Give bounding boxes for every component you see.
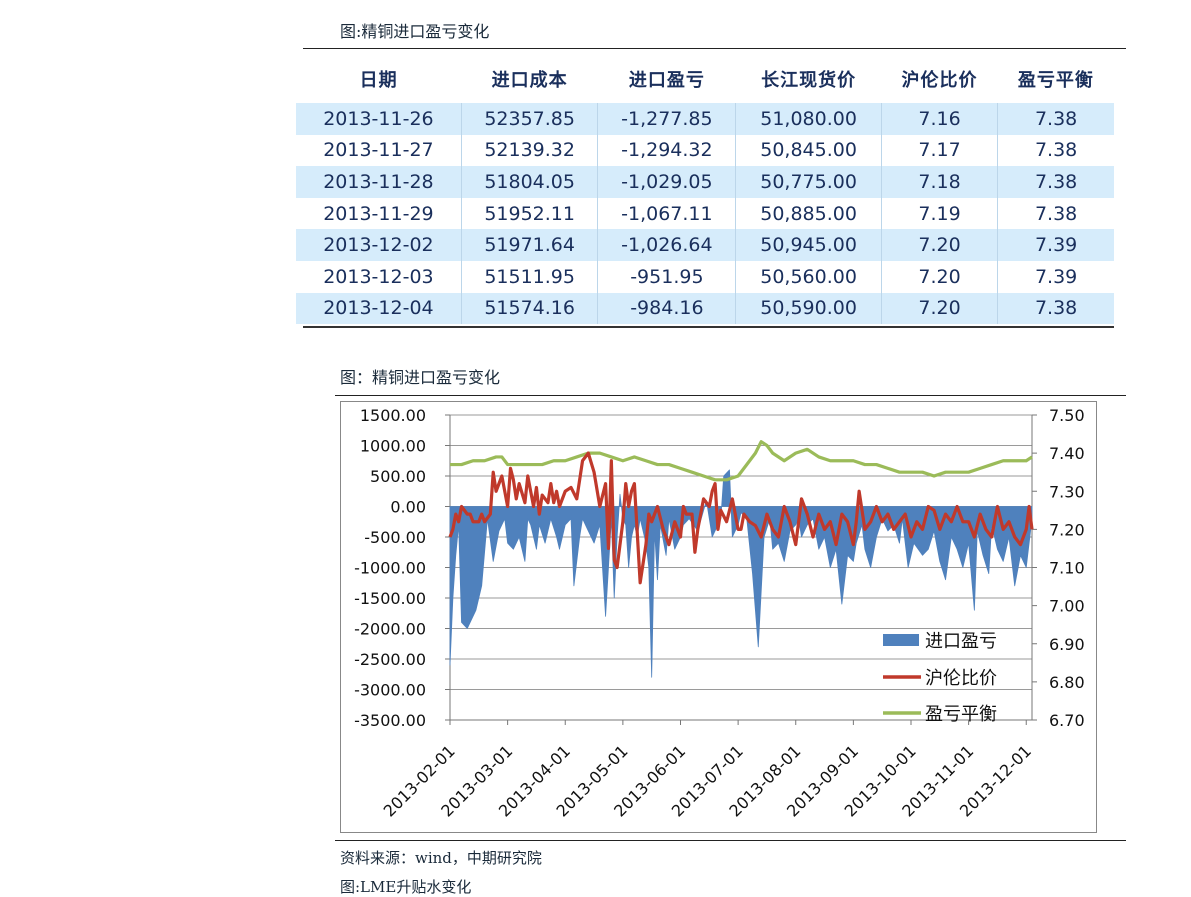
y-right-tick-label: 6.70 [1049,711,1085,730]
table-cell: 7.17 [880,134,998,167]
table-cell: 51511.95 [460,260,598,293]
table-cell: 7.38 [997,166,1114,198]
table-cell: 50,560.00 [735,260,882,293]
table-cell: -951.95 [597,260,736,293]
y-right-tick-label: 6.80 [1049,673,1085,692]
column-header: 进口盈亏 [628,69,705,91]
table-cell: 50,885.00 [735,197,882,230]
table-cell: 7.39 [997,260,1114,293]
table-row: 2013-11-27 52139.32 -1,294.32 50,845.00 7.17… [296,134,1114,167]
table-cell: 50,845.00 [735,134,882,167]
y-right-tick-label: 7.00 [1049,597,1085,616]
y-right-tick-label: 7.10 [1049,559,1085,578]
table-cell: 7.20 [880,229,998,261]
table-cell: -1,294.32 [597,134,736,167]
series-breakeven-line [450,440,1033,482]
y-left-tick-label: 0.00 [390,498,426,517]
y-right-tick-label: 7.30 [1049,482,1085,501]
table-cell: 7.38 [997,134,1114,167]
column-header: 沪伦比价 [901,69,978,91]
y-right-tick-label: 6.90 [1049,635,1085,654]
y-left-tick-label: -3000.00 [354,681,426,700]
table-cell: 7.38 [997,197,1114,230]
table-row: 2013-11-28 51804.05 -1,029.05 50,775.00 7.18… [296,166,1114,198]
table-cell: 7.20 [880,260,998,293]
table-cell: 2013-11-27 [323,139,434,162]
y-right-tick-label: 7.40 [1049,444,1085,463]
y-left-tick-label: -500.00 [364,528,426,547]
table-cell: 51971.64 [460,229,598,261]
table-row: 2013-12-02 51971.64 -1,026.64 50,945.00 7.20… [296,229,1114,261]
table-header-row: 日期 进口成本 进口盈亏 长江现货价 沪伦比价 盈亏平衡 [296,54,1114,103]
table-caption: 图:精铜进口盈亏变化 [340,22,490,41]
column-header: 进口成本 [491,69,568,91]
table-cell: 51804.05 [460,166,598,198]
series-import-profit-area [449,469,1033,678]
table-cell: 50,945.00 [735,229,882,261]
chart-caption-rule [335,395,1126,396]
table-cell: -984.16 [597,292,736,325]
chart-frame: 1500.00 1000.00 500.00 0.00 -500.00 -1000.00 -… [340,401,1097,833]
y-left-tick-label: -3500.00 [354,711,426,730]
import-profit-chart: 1500.00 1000.00 500.00 0.00 -500.00 -1000.00 -… [354,406,1085,821]
table-cell: 50,775.00 [735,166,882,198]
table-cell: -1,026.64 [597,229,736,261]
table-cell: 2013-12-02 [296,229,462,261]
table-cell: 2013-11-26 [296,103,462,135]
import-profit-table: 日期 进口成本 进口盈亏 长江现货价 沪伦比价 盈亏平衡 2013-11-26 52357.… [296,54,1114,325]
table-cell: -1,277.85 [597,103,736,135]
table-row: 2013-11-26 52357.85 -1,277.85 51,080.00 7.16… [296,103,1114,135]
legend-label: 沪伦比价 [925,668,997,689]
table-cell: 52139.32 [460,134,598,167]
y-left-tick-label: 1500.00 [360,406,426,425]
y-left-tick-label: -1000.00 [354,559,426,578]
series-shfe-lme-ratio-line [448,451,1034,585]
table-cell: 51,080.00 [735,103,882,135]
chart-caption: 图：精铜进口盈亏变化 [340,368,501,387]
table-cell: 52357.85 [460,103,598,135]
legend-label: 进口盈亏 [925,631,997,652]
column-header: 长江现货价 [761,69,857,91]
table-bottom-rule [303,326,1114,328]
legend-label: 盈亏平衡 [925,704,997,725]
table-cell: 7.20 [880,292,998,325]
table-row: 2013-11-29 51952.11 -1,067.11 50,885.00 7.19… [296,197,1114,230]
table-cell: 7.38 [997,103,1114,135]
table-cell: 7.18 [880,166,998,198]
table-cell: -1,029.05 [597,166,736,198]
table-cell: 7.38 [997,292,1114,325]
y-right-tick-label: 7.20 [1049,520,1085,539]
legend-swatch-import-profit [883,634,919,646]
table-row: 2013-12-03 51511.95 -951.95 50,560.00 7.20 7.… [296,260,1114,293]
y-left-tick-label: 1000.00 [360,437,426,456]
table-cell: 51574.16 [460,292,598,325]
y-left-tick-label: -2500.00 [354,650,426,669]
table-cell: 2013-11-28 [296,166,462,198]
table-body: 2013-11-26 52357.85 -1,277.85 51,080.00 7.16… [296,103,1114,325]
y-right-tick-label: 7.50 [1049,406,1085,425]
table-cell: 2013-11-29 [323,202,434,225]
y-left-tick-label: -2000.00 [354,620,426,639]
table-cell: -1,067.11 [597,197,736,230]
table-cell: 7.19 [880,197,998,230]
chart-bottom-rule [335,840,1126,841]
y-left-tick-label: 500.00 [370,467,426,486]
y-left-tick-label: -1500.00 [354,589,426,608]
table-cell: 2013-12-04 [296,292,462,325]
table-cell: 51952.11 [460,197,598,230]
table-row: 2013-12-04 51574.16 -984.16 50,590.00 7.20 7.… [296,292,1114,325]
table-cell: 50,590.00 [735,292,882,325]
table-cell: 7.16 [880,103,998,135]
column-header: 盈亏平衡 [1017,69,1094,91]
table-cell: 2013-12-03 [323,265,434,288]
column-header: 日期 [359,69,398,91]
table-caption-rule [303,48,1126,49]
table-cell: 7.39 [997,229,1114,261]
source-note: 资料来源：wind，中期研究院 [340,849,542,867]
